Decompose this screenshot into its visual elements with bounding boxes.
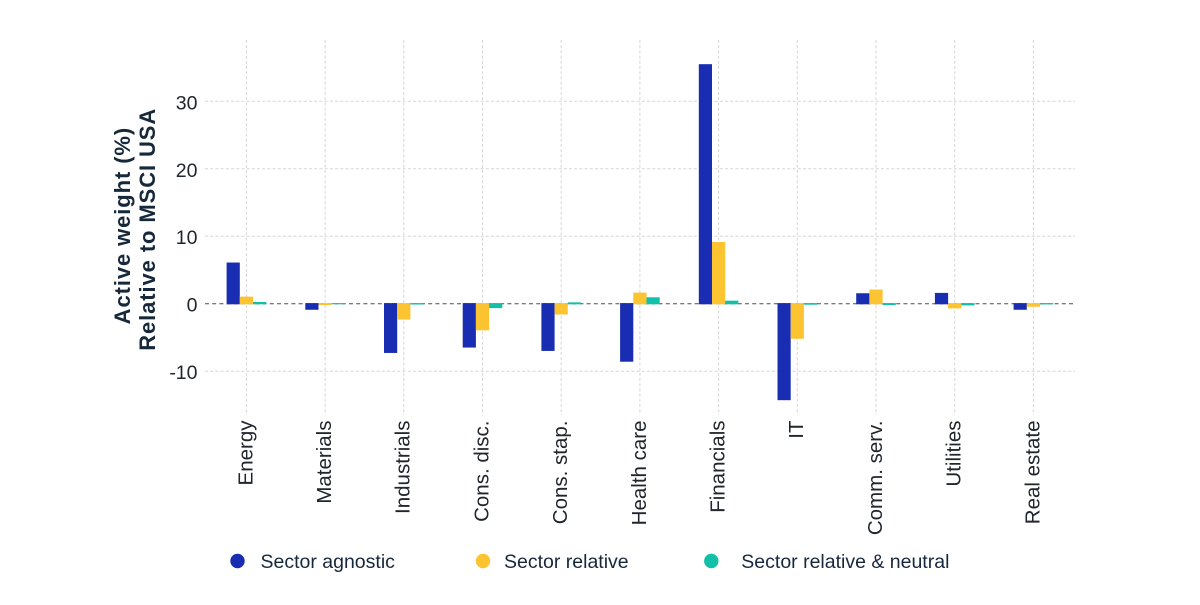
svg-text:20: 20: [176, 160, 198, 182]
svg-text:Sector relative: Sector relative: [504, 551, 629, 573]
svg-text:Industrials: Industrials: [392, 421, 415, 514]
svg-text:Cons. stap.: Cons. stap.: [549, 421, 572, 525]
svg-text:Materials: Materials: [313, 421, 336, 504]
svg-text:0: 0: [187, 295, 198, 317]
svg-text:Health care: Health care: [628, 421, 651, 526]
svg-text:Utilities: Utilities: [943, 421, 966, 487]
svg-text:Sector agnostic: Sector agnostic: [261, 551, 396, 573]
svg-text:Financials: Financials: [707, 421, 730, 513]
svg-text:-10: -10: [169, 362, 197, 384]
svg-text:Real estate: Real estate: [1021, 421, 1044, 525]
svg-text:10: 10: [176, 227, 198, 249]
svg-text:IT: IT: [785, 420, 808, 439]
svg-text:Active weight (%): Active weight (%): [110, 127, 135, 324]
svg-text:Relative to MSCI USA: Relative to MSCI USA: [135, 108, 160, 351]
svg-text:30: 30: [176, 92, 198, 114]
svg-text:Cons. disc.: Cons. disc.: [470, 421, 493, 522]
svg-text:Sector relative & neutral: Sector relative & neutral: [741, 551, 949, 573]
svg-text:Energy: Energy: [234, 420, 257, 486]
svg-text:Comm. serv.: Comm. serv.: [864, 421, 887, 536]
